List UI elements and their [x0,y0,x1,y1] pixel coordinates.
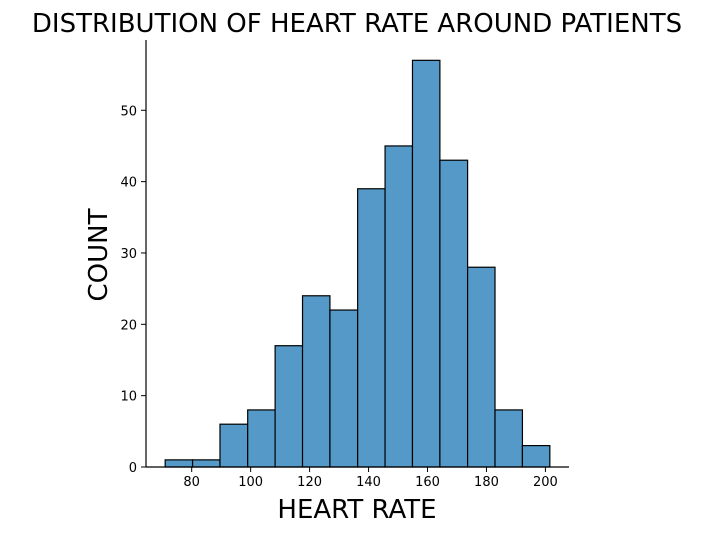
histogram-bar [411,59,441,468]
y-axis-ticks: 0 10 20 30 40 50 [120,104,146,476]
histogram-bar [164,459,194,468]
x-tick-label: 180 [474,475,499,490]
histogram-bar [274,345,304,468]
histogram-bar [247,409,276,468]
x-tick-label: 120 [297,475,322,490]
y-tick-label: 0 [129,461,137,476]
histogram-bar [521,444,551,468]
chart-title: DISTRIBUTION OF HEART RATE AROUND PATIEN… [32,9,682,39]
y-tick-label: 50 [120,104,137,119]
histogram-bar [219,423,249,468]
histogram-bar [329,309,359,468]
histogram-bar [494,409,524,468]
x-tick-label: 160 [415,475,440,490]
histogram-bar [191,459,221,468]
x-tick-label: 80 [183,475,200,490]
y-axis-label: COUNT [84,208,114,301]
x-axis-ticks: 80 100 120 140 160 180 200 [183,467,558,490]
y-tick-label: 30 [120,247,137,262]
y-tick-label: 20 [120,318,137,333]
x-tick-label: 100 [238,475,263,490]
histogram-bar [384,145,414,468]
x-axis-label: HEART RATE [277,495,436,525]
histogram-bar [301,295,331,468]
y-tick-label: 40 [120,176,137,191]
x-tick-label: 140 [356,475,381,490]
histogram-bar [357,188,386,468]
y-tick-label: 10 [120,390,137,405]
histogram-bar [466,266,496,468]
bars-group [164,59,551,468]
histogram-bar [439,159,469,468]
x-tick-label: 200 [533,475,558,490]
